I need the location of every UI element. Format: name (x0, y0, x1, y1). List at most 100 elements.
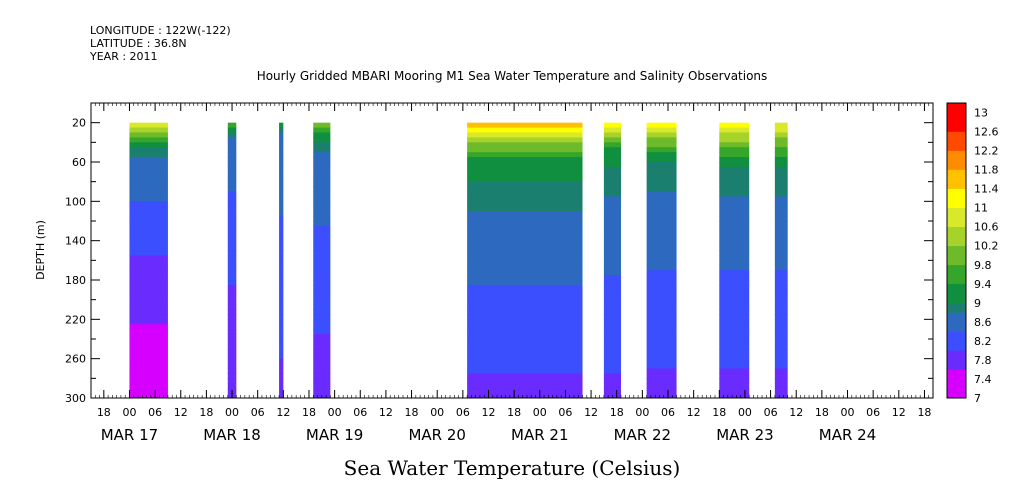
data-cell (227, 171, 237, 178)
data-cell (467, 127, 583, 133)
data-cell (313, 329, 331, 335)
colorbar-swatch (947, 160, 966, 170)
x-tick-label: 06 (866, 406, 880, 419)
data-cell (279, 319, 284, 325)
data-cell (603, 314, 621, 320)
colorbar-label: 7.8 (974, 354, 992, 367)
x-tick-label: 00 (328, 406, 342, 419)
data-cell (719, 324, 750, 330)
data-cell (774, 137, 788, 143)
data-cell (719, 280, 750, 286)
data-cell (646, 196, 677, 202)
data-cell (646, 186, 677, 192)
x-day-label: MAR 19 (306, 426, 363, 444)
data-cell (467, 265, 583, 271)
data-cell (603, 166, 621, 173)
x-tick-label: 06 (661, 406, 675, 419)
data-cell (774, 166, 788, 173)
data-cell (719, 186, 750, 192)
data-cell (467, 294, 583, 301)
data-cell (719, 142, 750, 148)
data-cell (313, 201, 331, 207)
data-cell (774, 363, 788, 369)
data-cell (719, 201, 750, 207)
data-cell (774, 127, 788, 133)
data-cell (603, 363, 621, 369)
data-cell (603, 383, 621, 389)
data-cell (467, 171, 583, 178)
data-cell (227, 191, 237, 197)
colorbar-label: 9.8 (974, 259, 992, 272)
data-cell (646, 353, 677, 360)
data-segment (646, 122, 677, 398)
data-cell (467, 324, 583, 330)
x-tick-label: 12 (789, 406, 803, 419)
data-cell (279, 353, 284, 360)
data-cell (719, 383, 750, 389)
data-cell (227, 329, 237, 335)
data-cell (227, 358, 237, 365)
data-cell (603, 245, 621, 251)
data-cell (774, 280, 788, 286)
data-cell (603, 289, 621, 296)
data-cell (279, 383, 284, 389)
data-cell (467, 196, 583, 202)
data-cell (279, 147, 284, 153)
data-segment (313, 122, 331, 398)
data-cell (603, 235, 621, 242)
data-cell (646, 181, 677, 188)
colorbar-label: 9 (974, 297, 981, 310)
data-cell (313, 265, 331, 271)
data-cell (646, 171, 677, 178)
data-cell (774, 304, 788, 310)
data-cell (646, 358, 677, 365)
data-cell (719, 289, 750, 296)
data-cell (603, 181, 621, 188)
data-cell (774, 319, 788, 325)
data-cell (603, 216, 621, 222)
data-cell (646, 201, 677, 207)
data-cell (129, 181, 168, 188)
x-day-label: MAR 20 (408, 426, 465, 444)
data-cell (227, 225, 237, 232)
data-cell (603, 191, 621, 197)
data-cell (774, 339, 788, 345)
data-cell (467, 216, 583, 222)
data-cell (719, 171, 750, 178)
data-cell (279, 314, 284, 320)
data-cell (227, 294, 237, 301)
x-day-label: MAR 24 (819, 426, 876, 444)
data-cell (603, 324, 621, 330)
data-cell (603, 122, 621, 129)
data-cell (646, 191, 677, 197)
y-axis-label: DEPTH (m) (34, 220, 47, 280)
data-cell (313, 324, 331, 330)
data-cell (313, 206, 331, 212)
data-cell (646, 383, 677, 389)
data-cell (129, 378, 168, 384)
data-cell (279, 275, 284, 281)
data-cell (719, 166, 750, 173)
data-cell (467, 358, 583, 365)
data-cell (774, 132, 788, 138)
data-cell (774, 235, 788, 242)
data-cell (227, 270, 237, 276)
data-cell (774, 353, 788, 360)
data-cell (467, 289, 583, 296)
data-cell (279, 206, 284, 212)
colorbar-swatch (947, 131, 966, 142)
data-cell (279, 137, 284, 143)
data-cell (774, 368, 788, 374)
data-cell (774, 348, 788, 355)
data-cell (313, 162, 331, 168)
data-cell (603, 329, 621, 335)
data-cell (129, 260, 168, 266)
data-cell (646, 319, 677, 325)
colorbar-swatch (947, 198, 966, 208)
data-cell (719, 393, 750, 398)
colorbar-swatch (947, 350, 966, 361)
data-cell (774, 324, 788, 330)
colorbar-label: 7.4 (974, 373, 992, 386)
data-cell (279, 358, 284, 365)
data-cell (774, 176, 788, 183)
